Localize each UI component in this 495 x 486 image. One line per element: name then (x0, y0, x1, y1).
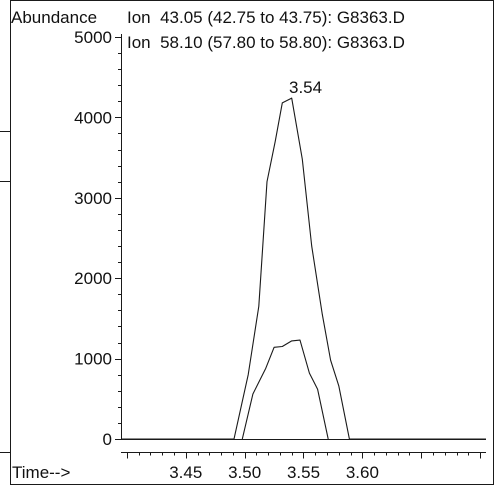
y-tick-label: 0 (103, 430, 112, 449)
legend-entry-ion-58: Ion 58.10 (57.80 to 58.80): G8363.D (127, 33, 405, 52)
y-tick-label: 2000 (74, 269, 112, 288)
series-line-ion-58 (241, 339, 329, 440)
legend-entry-ion-43: Ion 43.05 (42.75 to 43.75): G8363.D (127, 8, 405, 27)
y-axis-label: Abundance (11, 8, 98, 27)
x-axis-label: Time--> (12, 463, 71, 482)
y-tick-label: 5000 (74, 28, 112, 47)
x-tick-label: 3.50 (228, 463, 261, 482)
x-tick-label: 3.60 (346, 463, 379, 482)
y-tick-label: 3000 (74, 189, 112, 208)
x-tick-label: 3.55 (287, 463, 320, 482)
series-line-ion-43 (121, 97, 486, 440)
x-tick-label: 3.45 (169, 463, 202, 482)
peak-annotation: 3.54 (289, 78, 323, 97)
y-tick-label: 4000 (74, 108, 112, 127)
chart-frame (10, 0, 494, 485)
y-tick-label: 1000 (74, 350, 112, 369)
